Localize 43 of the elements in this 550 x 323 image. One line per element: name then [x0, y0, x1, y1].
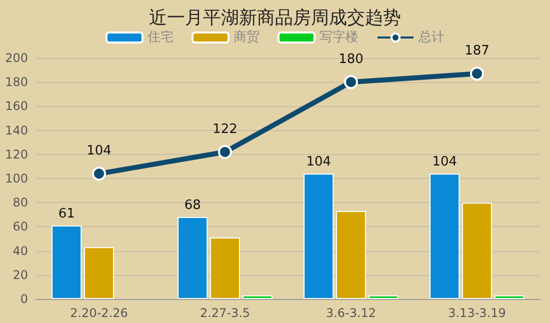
legend-label: 住宅: [146, 29, 174, 45]
data-label: 68: [184, 198, 201, 214]
y-tick-label: 140: [5, 123, 28, 138]
bar: [494, 295, 524, 299]
x-tick-label: 2.20-2.26: [70, 306, 128, 320]
bar: [336, 211, 366, 299]
point: [344, 75, 358, 90]
data-label: 104: [432, 154, 458, 170]
bar: [462, 202, 492, 299]
bar: [84, 247, 114, 299]
bar: [52, 225, 82, 299]
data-label: 104: [306, 154, 332, 170]
legend-label: 写字楼: [320, 29, 358, 45]
bar: [368, 295, 398, 299]
bar: [430, 174, 460, 299]
point: [92, 166, 106, 181]
data-label: 187: [464, 44, 490, 59]
x-tick-label: 3.13-3.19: [448, 306, 506, 320]
x-tick-label: 3.6-3.12: [326, 306, 376, 320]
point: [218, 144, 232, 159]
y-tick-label: 160: [5, 99, 28, 114]
legend-label: 总计: [418, 30, 444, 45]
data-label: 122: [212, 122, 238, 137]
data-label: 61: [58, 206, 75, 222]
bar: [304, 174, 334, 299]
point: [470, 66, 484, 81]
legend-label: 商贸: [234, 30, 260, 45]
bar: [242, 295, 272, 299]
bar: [178, 217, 208, 299]
data-label: 104: [86, 144, 112, 159]
y-tick-label: 80: [12, 196, 28, 210]
y-tick-label: 60: [12, 220, 28, 234]
y-tick-label: 120: [5, 147, 28, 162]
y-tick-label: 20: [12, 268, 28, 282]
y-tick-label: 180: [5, 75, 28, 90]
y-tick-label: 100: [5, 172, 28, 186]
bar: [210, 238, 240, 299]
data-label: 180: [338, 52, 364, 68]
y-tick-label: 200: [5, 51, 28, 65]
chart-title: 近一月平湖新商品房周成交趋势: [149, 8, 401, 28]
x-tick-label: 2.27-3.5: [200, 306, 250, 320]
y-tick-label: 40: [12, 244, 28, 258]
y-tick-label: 0: [20, 292, 28, 306]
